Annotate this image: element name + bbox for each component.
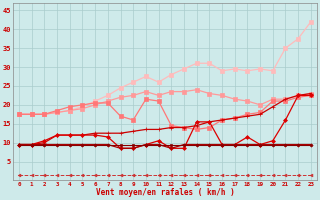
X-axis label: Vent moyen/en rafales ( km/h ): Vent moyen/en rafales ( km/h ) <box>96 188 234 197</box>
